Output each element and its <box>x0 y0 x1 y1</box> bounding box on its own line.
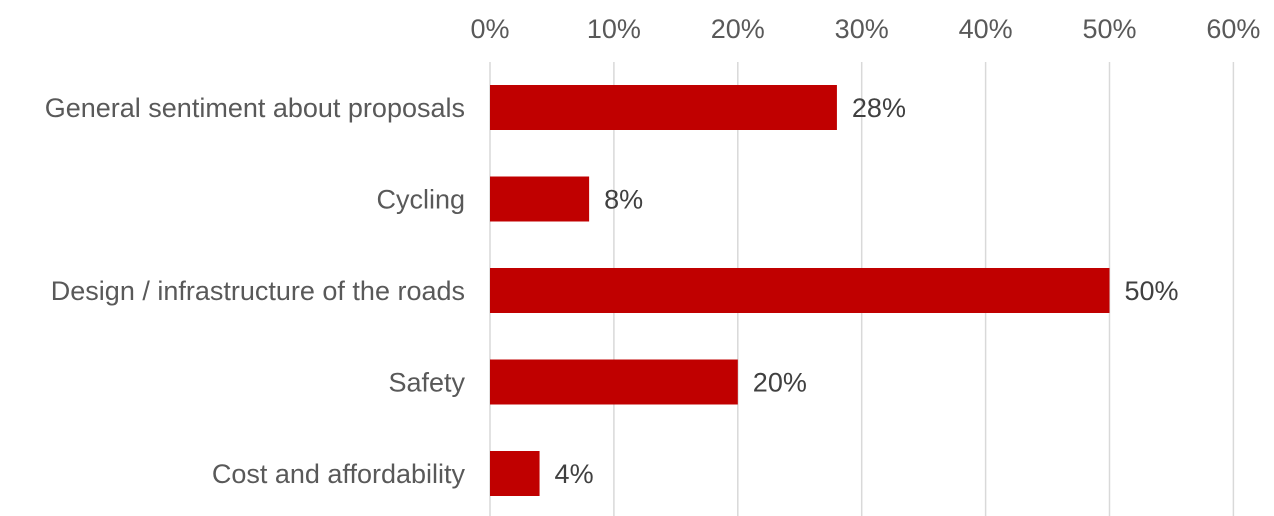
bar <box>490 85 837 130</box>
bar <box>490 268 1110 313</box>
x-tick-label: 40% <box>959 14 1013 44</box>
category-label: Cost and affordability <box>212 459 466 489</box>
data-label: 4% <box>555 459 594 489</box>
data-label: 50% <box>1125 276 1179 306</box>
bars <box>490 85 1110 496</box>
x-tick-label: 20% <box>711 14 765 44</box>
x-tick-label: 60% <box>1206 14 1260 44</box>
data-label: 28% <box>852 93 906 123</box>
category-label: General sentiment about proposals <box>45 93 465 123</box>
category-label: Design / infrastructure of the roads <box>51 276 465 306</box>
data-label: 20% <box>753 368 807 398</box>
bar <box>490 176 590 222</box>
x-tick-label: 10% <box>587 14 641 44</box>
category-label: Cycling <box>376 185 465 215</box>
x-tick-label: 50% <box>1082 14 1136 44</box>
data-label: 8% <box>604 185 643 215</box>
data-labels: 28% 8% 50% 20% 4% <box>555 93 1179 489</box>
x-tick-label: 0% <box>470 14 509 44</box>
category-labels: General sentiment about proposals Cycling… <box>45 93 466 489</box>
bar <box>490 359 738 405</box>
category-label: Safety <box>388 368 465 398</box>
x-axis-tick-labels: 0% 10% 20% 30% 40% 50% 60% <box>470 14 1260 44</box>
bar <box>490 451 540 496</box>
x-tick-label: 30% <box>835 14 889 44</box>
